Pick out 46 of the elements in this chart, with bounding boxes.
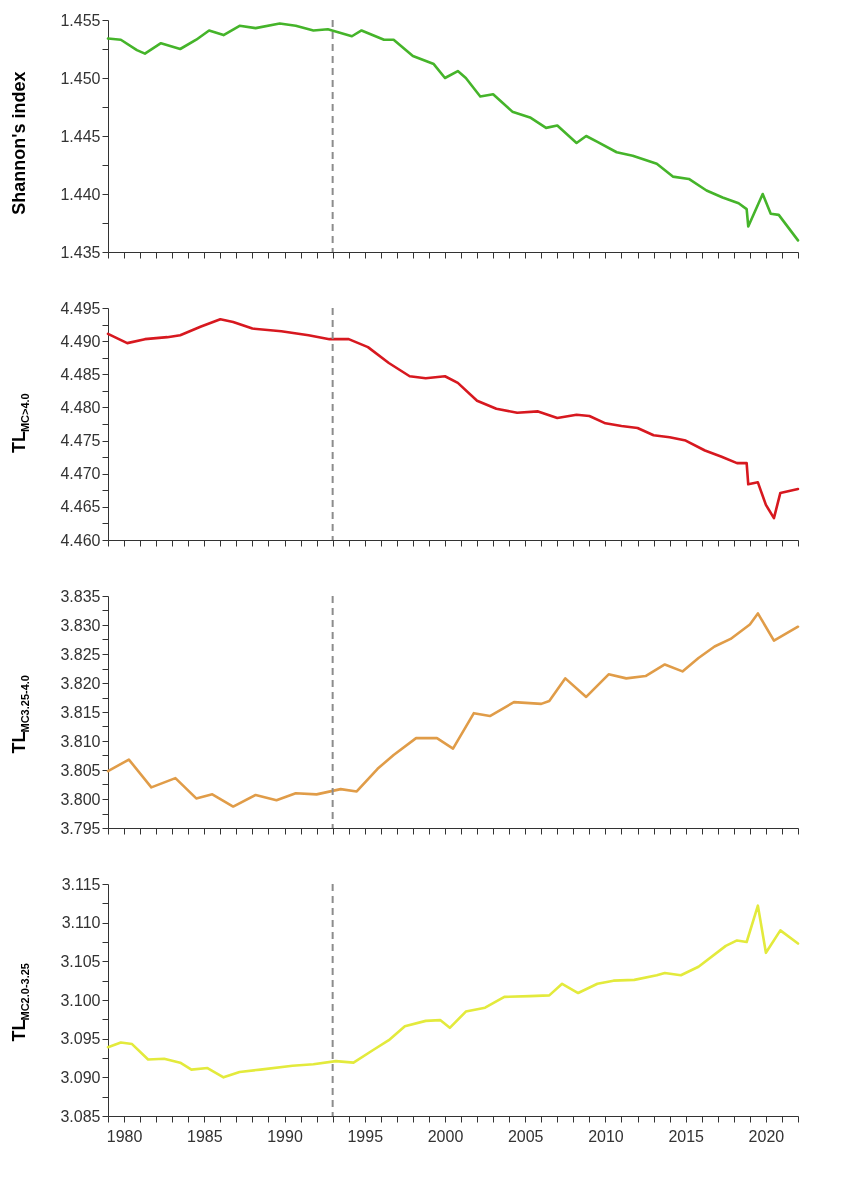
y-tick-label: 4.465 xyxy=(60,498,101,516)
y-axis-title: Shannon's index xyxy=(9,71,29,215)
x-tick-label: 2000 xyxy=(427,1127,464,1145)
y-tick-label: 3.825 xyxy=(60,645,101,663)
y-tick-label: 3.110 xyxy=(61,914,101,932)
x-tick-label: 2010 xyxy=(588,1127,624,1145)
x-tick-label: 2005 xyxy=(507,1127,544,1145)
y-tick-label: 3.810 xyxy=(60,732,101,750)
y-axis-title: TLMC3.25-4.0 xyxy=(9,675,31,754)
y-tick-label: 3.815 xyxy=(60,703,101,721)
y-tick-label: 4.470 xyxy=(60,465,101,483)
y-axis-title: TLMC2.0-3.25 xyxy=(9,963,31,1042)
y-tick-label: 4.495 xyxy=(60,299,101,317)
y-tick-label: 4.480 xyxy=(60,398,101,416)
y-tick-label: 3.800 xyxy=(60,790,101,808)
x-tick-label: 1995 xyxy=(347,1127,384,1145)
y-tick-label: 1.445 xyxy=(60,127,101,145)
line-series xyxy=(106,317,800,520)
x-tick-label: 1990 xyxy=(267,1127,303,1145)
y-tick-label: 1.440 xyxy=(60,185,101,203)
y-tick-label: 4.485 xyxy=(60,365,101,383)
y-tick-label: 1.455 xyxy=(60,11,101,29)
y-axis-title: TLMC>4.0 xyxy=(9,393,31,454)
y-tick-label: 3.085 xyxy=(60,1107,101,1125)
x-tick-label: 1985 xyxy=(186,1127,223,1145)
y-tick-label: 3.090 xyxy=(60,1068,101,1086)
y-tick-label: 3.795 xyxy=(60,819,101,837)
line-series xyxy=(106,612,800,808)
x-tick-label: 2020 xyxy=(748,1127,785,1145)
y-tick-label: 4.475 xyxy=(60,432,101,450)
y-tick-label: 3.095 xyxy=(60,1030,101,1048)
y-tick-label: 3.105 xyxy=(60,952,101,970)
x-tick-label: 2015 xyxy=(668,1127,705,1145)
y-tick-label: 1.435 xyxy=(60,243,101,261)
y-tick-label: 3.115 xyxy=(61,875,101,893)
y-tick-label: 3.805 xyxy=(60,761,101,779)
line-series xyxy=(106,22,800,242)
y-tick-label: 3.835 xyxy=(60,587,101,605)
y-tick-label: 4.460 xyxy=(60,531,101,549)
y-tick-label: 3.830 xyxy=(60,616,101,634)
y-tick-label: 4.490 xyxy=(60,332,101,350)
y-tick-label: 3.100 xyxy=(60,991,101,1009)
y-tick-label: 1.450 xyxy=(60,69,101,87)
x-tick-label: 1980 xyxy=(106,1127,143,1145)
y-tick-label: 3.820 xyxy=(60,674,101,692)
line-series xyxy=(106,904,800,1079)
